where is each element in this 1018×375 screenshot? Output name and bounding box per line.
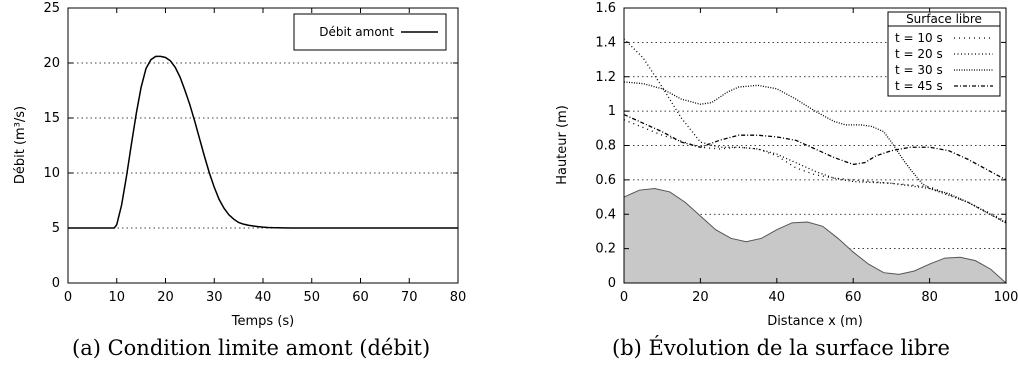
- series-line-1: [623, 38, 1007, 224]
- legend-label: Débit amont: [319, 25, 394, 39]
- y-tick-label: 1.2: [595, 70, 616, 85]
- y-tick-label: 0.8: [595, 139, 616, 154]
- y-tick-label: 1.4: [595, 35, 616, 50]
- y-tick-label: 0: [608, 276, 616, 291]
- x-tick-label: 40: [769, 290, 786, 305]
- y-tick-label: 20: [43, 56, 60, 71]
- y-tick-label: 0.2: [595, 242, 616, 257]
- grid-lines: [68, 62, 458, 229]
- plot-frame: [623, 7, 1007, 284]
- legend-label: t = 20 s: [895, 47, 943, 61]
- y-tick-label: 25: [43, 1, 60, 16]
- x-tick-label: 30: [206, 290, 223, 305]
- y-tick-label: 0.6: [595, 173, 616, 188]
- y-axis-label: Hauteur (m): [555, 105, 570, 185]
- x-tick-label: 100: [994, 290, 1018, 305]
- x-tick-label: 50: [303, 290, 320, 305]
- x-tick-label: 80: [450, 290, 467, 305]
- y-axis-label: Débit (m³/s): [13, 106, 28, 184]
- legend-label: t = 45 s: [895, 79, 943, 93]
- legend-label: t = 30 s: [895, 63, 943, 77]
- plot-marks: [68, 55, 458, 229]
- legend-title: Surface libre: [906, 12, 982, 26]
- bed-profile-area: [623, 187, 1008, 284]
- chart-inflow-discharge: 0 5 10 15 20 25 0 10 20 30 40 50 60 70 80 Temps (s) Dé…: [13, 1, 467, 329]
- plot-frame: [67, 7, 459, 284]
- x-tick-label: 60: [845, 290, 862, 305]
- chart-free-surface: 0 0.2 0.4 0.6 0.8 1 1.2 1.4 1.6 0 20 40 60 80 100 Dist…: [555, 1, 1018, 329]
- x-tick-label: 20: [692, 290, 709, 305]
- x-tick-label: 40: [255, 290, 272, 305]
- x-tick-label: 60: [352, 290, 369, 305]
- legend-label: t = 10 s: [895, 31, 943, 45]
- series-line-3: [623, 113, 1007, 181]
- x-tick-label: 0: [64, 290, 72, 305]
- x-tick-label: 0: [620, 290, 628, 305]
- tick-labels: 0 0.2 0.4 0.6 0.8 1 1.2 1.4 1.6 0 20 40 60 80 100: [595, 1, 1018, 305]
- x-tick-label: 70: [401, 290, 418, 305]
- y-tick-label: 10: [43, 166, 60, 181]
- y-tick-label: 15: [43, 111, 60, 126]
- x-tick-label: 20: [157, 290, 174, 305]
- x-tick-label: 80: [921, 290, 938, 305]
- x-axis-label: Distance x (m): [767, 314, 863, 329]
- legend: Débit amont: [293, 13, 447, 51]
- legend: Surface libre t = 10 s t = 20 s t = 30 s t …: [887, 11, 1001, 97]
- y-tick-label: 1.6: [595, 1, 616, 16]
- caption-b: (b) Évolution de la surface libre: [612, 336, 950, 360]
- caption-a: (a) Condition limite amont (débit): [72, 336, 431, 360]
- series-line-2: [623, 81, 1007, 224]
- series-line-0: [68, 55, 458, 229]
- y-tick-label: 0.4: [595, 207, 616, 222]
- x-axis-label: Temps (s): [231, 314, 294, 329]
- y-tick-label: 1: [608, 104, 616, 119]
- plot-marks: [623, 38, 1008, 284]
- y-tick-label: 0: [52, 276, 60, 291]
- y-tick-label: 5: [52, 221, 60, 236]
- x-tick-label: 10: [108, 290, 125, 305]
